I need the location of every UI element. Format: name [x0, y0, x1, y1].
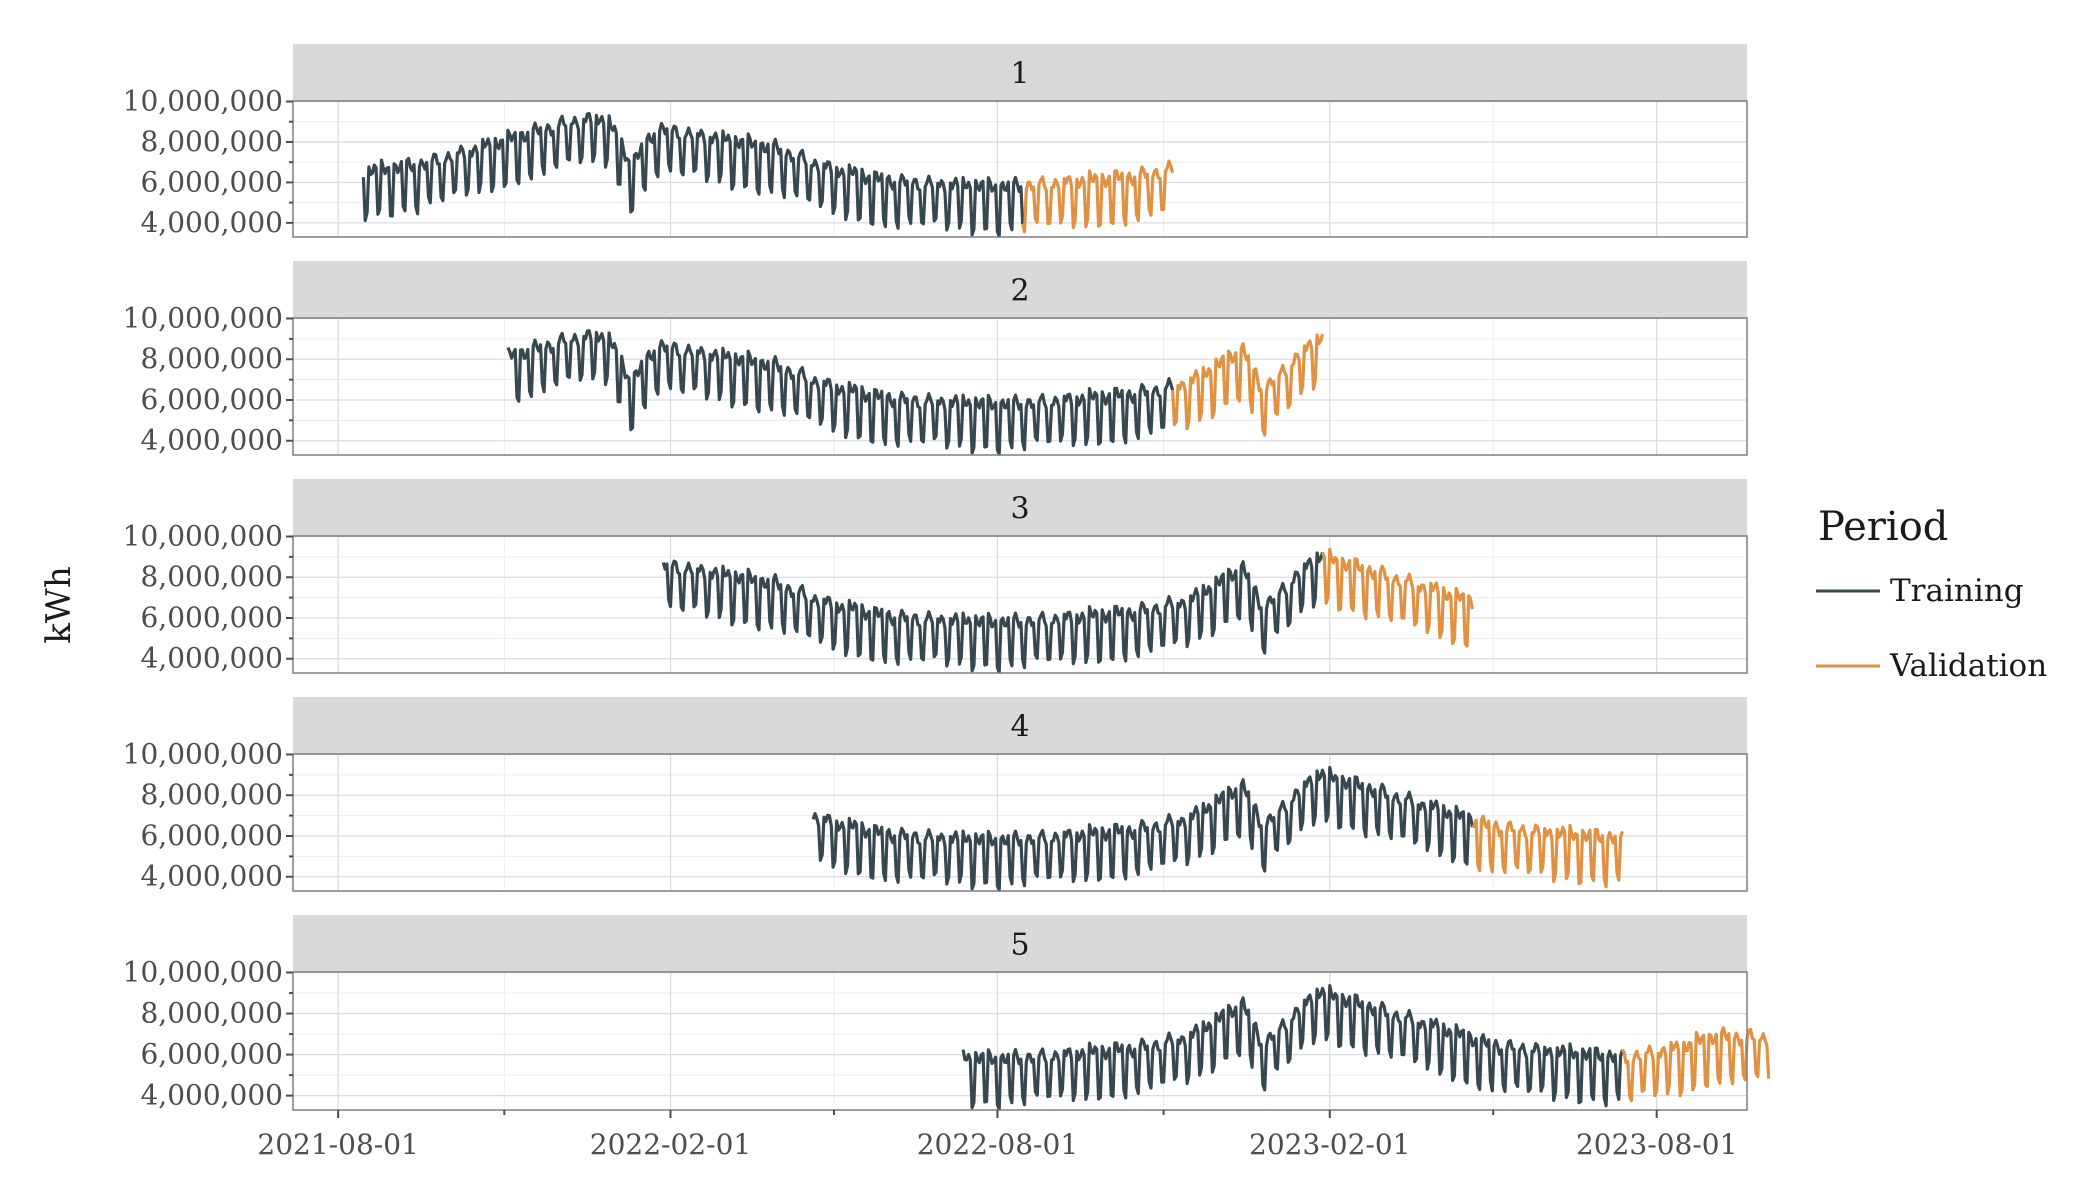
- facet-strip: [293, 261, 1747, 318]
- y-tick-label: 10,000,000: [123, 302, 283, 335]
- x-tick-label: 2023-08-01: [1576, 1128, 1737, 1161]
- x-tick-label: 2022-02-01: [590, 1128, 751, 1161]
- series-line-training: [361, 112, 1025, 238]
- panel-background: [293, 536, 1747, 673]
- series-line-validation: [1471, 814, 1624, 889]
- series-line-validation: [1320, 547, 1475, 648]
- panel-border: [292, 535, 1748, 674]
- x-tick-label: 2021-08-01: [257, 1128, 418, 1161]
- facet-strip: [293, 697, 1747, 754]
- y-tick-label: 4,000,000: [140, 1079, 283, 1112]
- panel-border: [292, 753, 1748, 892]
- legend-title: Period: [1818, 504, 1948, 550]
- facet-strip: [293, 915, 1747, 972]
- y-tick-label: 4,000,000: [140, 206, 283, 239]
- series-line-validation: [1171, 333, 1325, 437]
- facet-panels: 1 4,000,000 6,000,000 8,000,000 10,000,000 2 4…: [123, 44, 1771, 1112]
- legend-item-training: Training: [1816, 573, 2024, 609]
- facet-panel-5: 5 4,000,000 6,000,000 8,000,000 10,000,000: [123, 915, 1771, 1112]
- facet-panel-4: 4 4,000,000 6,000,000 8,000,000 10,000,000: [123, 697, 1748, 893]
- x-tick-label: 2023-02-01: [1249, 1128, 1410, 1161]
- facet-strip-label: 5: [1010, 928, 1029, 963]
- facet-panel-1: 1 4,000,000 6,000,000 8,000,000 10,000,000: [123, 44, 1748, 239]
- y-tick-label: 6,000,000: [140, 383, 283, 416]
- y-tick-label: 10,000,000: [123, 738, 283, 771]
- facet-strip-label: 3: [1010, 492, 1029, 527]
- y-tick-label: 8,000,000: [140, 778, 283, 811]
- y-tick-label: 6,000,000: [140, 601, 283, 634]
- y-tick-label: 8,000,000: [140, 997, 283, 1030]
- y-tick-label: 8,000,000: [140, 125, 283, 158]
- facet-strip-label: 1: [1010, 57, 1029, 92]
- legend-label-training: Training: [1890, 573, 2024, 609]
- facet-panel-3: 3 4,000,000 6,000,000 8,000,000 10,000,000: [123, 479, 1748, 675]
- series-line-training: [661, 551, 1325, 674]
- panel-border: [292, 971, 1748, 1111]
- y-tick-label: 4,000,000: [140, 424, 283, 457]
- y-tick-label: 8,000,000: [140, 342, 283, 375]
- y-tick-label: 8,000,000: [140, 560, 283, 593]
- y-tick-label: 10,000,000: [123, 956, 283, 989]
- series-line-training: [506, 329, 1175, 456]
- series-line-training: [811, 765, 1475, 892]
- y-tick-label: 10,000,000: [123, 85, 283, 118]
- series-line-training: [961, 984, 1624, 1111]
- legend-item-validation: Validation: [1816, 648, 2047, 684]
- y-tick-label: 6,000,000: [140, 819, 283, 852]
- facet-strip-label: 4: [1010, 710, 1029, 745]
- series-line-validation: [1621, 1026, 1771, 1103]
- legend: Period Training Validation: [1816, 504, 2047, 684]
- y-tick-label: 4,000,000: [140, 860, 283, 893]
- series-line-validation: [1021, 159, 1175, 234]
- panel-border: [292, 317, 1748, 456]
- y-tick-label: 6,000,000: [140, 165, 283, 198]
- legend-label-validation: Validation: [1889, 648, 2047, 684]
- facet-strip: [293, 479, 1747, 536]
- facet-strip: [293, 44, 1747, 101]
- y-tick-label: 4,000,000: [140, 642, 283, 675]
- panel-border: [292, 100, 1748, 238]
- y-axis-title: kWh: [39, 566, 79, 643]
- facet-strip-label: 2: [1010, 274, 1029, 309]
- y-tick-label: 10,000,000: [123, 520, 283, 553]
- x-axis: 2021-08-01 2022-02-01 2022-08-01 2023-02-01…: [257, 1110, 1737, 1161]
- y-tick-label: 6,000,000: [140, 1038, 283, 1071]
- x-tick-label: 2022-08-01: [917, 1128, 1078, 1161]
- facet-panel-2: 2 4,000,000 6,000,000 8,000,000 10,000,000: [123, 261, 1748, 457]
